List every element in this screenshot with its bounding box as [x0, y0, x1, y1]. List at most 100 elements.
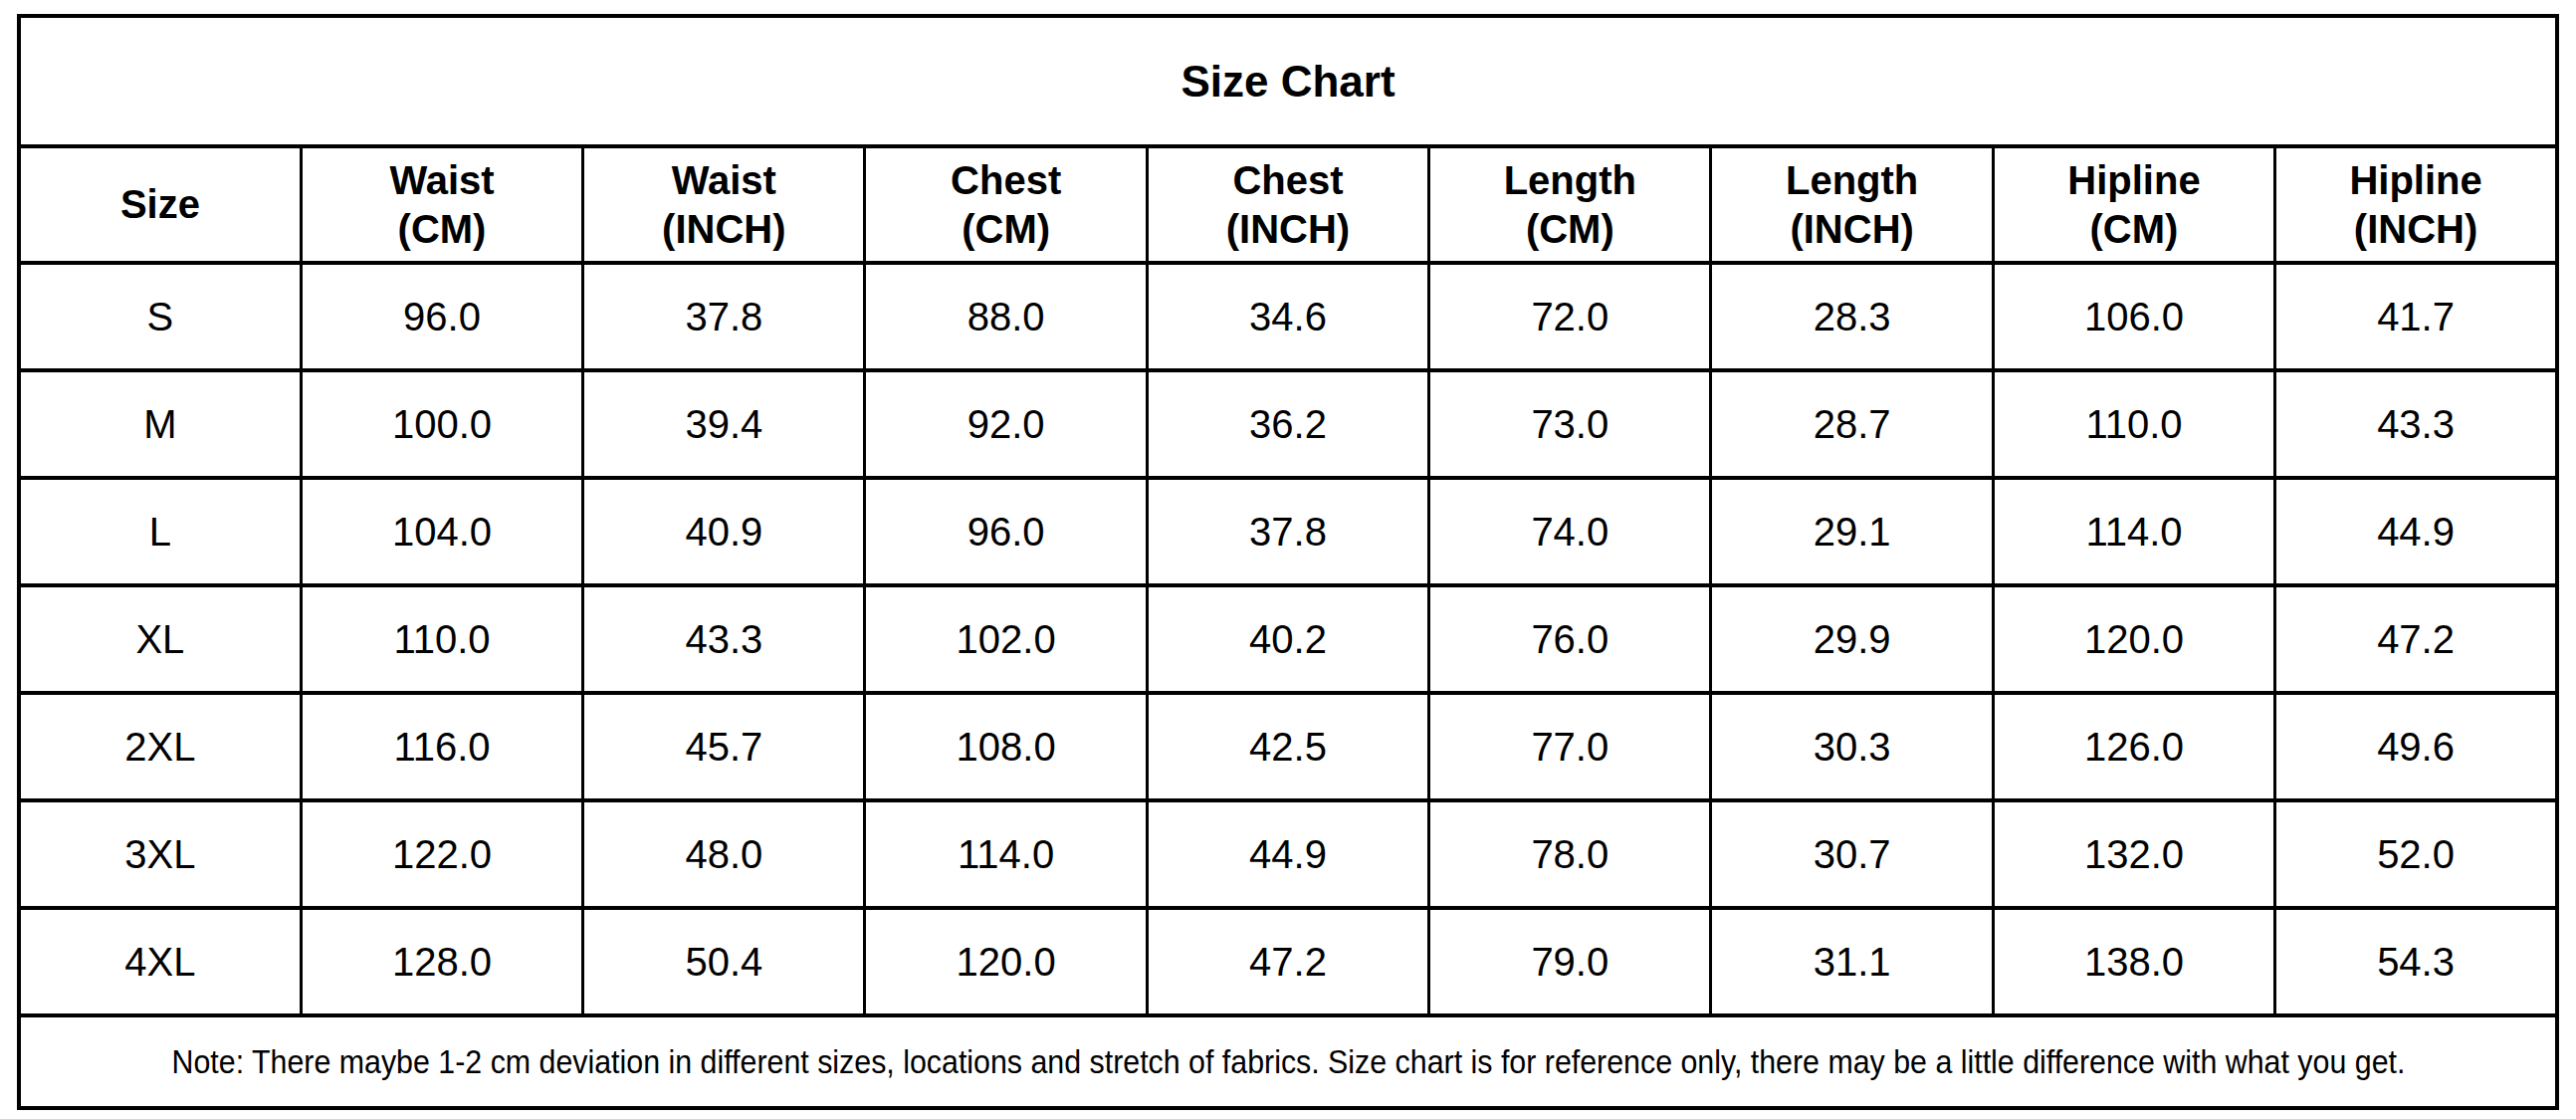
value-cell: 44.9 [1147, 800, 1428, 908]
value-cell: 106.0 [1993, 263, 2274, 370]
column-header-unit: (INCH) [2276, 205, 2555, 254]
size-cell: 4XL [19, 908, 301, 1015]
value-cell: 43.3 [2275, 370, 2557, 478]
title-row: Size Chart [19, 16, 2557, 146]
value-cell: 47.2 [2275, 585, 2557, 693]
value-cell: 132.0 [1993, 800, 2274, 908]
table-title: Size Chart [19, 16, 2557, 146]
value-cell: 78.0 [1429, 800, 1711, 908]
value-cell: 29.1 [1711, 478, 1993, 585]
value-cell: 52.0 [2275, 800, 2557, 908]
value-cell: 36.2 [1147, 370, 1428, 478]
value-cell: 39.4 [583, 370, 865, 478]
column-header-unit: (CM) [866, 205, 1145, 254]
value-cell: 28.3 [1711, 263, 1993, 370]
value-cell: 44.9 [2275, 478, 2557, 585]
column-header-unit: (INCH) [1149, 205, 1427, 254]
column-header-waist-inch: Waist (INCH) [583, 146, 865, 263]
table-row-s: S 96.0 37.8 88.0 34.6 72.0 28.3 106.0 41… [19, 263, 2557, 370]
header-row: Size Waist (CM) Waist (INCH) Chest (CM) … [19, 146, 2557, 263]
note-text: Note: There maybe 1-2 cm deviation in di… [171, 1043, 2405, 1081]
value-cell: 122.0 [301, 800, 582, 908]
column-header-unit: (INCH) [584, 205, 863, 254]
table-row-m: M 100.0 39.4 92.0 36.2 73.0 28.7 110.0 4… [19, 370, 2557, 478]
value-cell: 102.0 [865, 585, 1147, 693]
value-cell: 74.0 [1429, 478, 1711, 585]
column-header-label: Hipline [1995, 156, 2273, 205]
size-cell: 2XL [19, 693, 301, 800]
column-header-length-cm: Length (CM) [1429, 146, 1711, 263]
column-header-waist-cm: Waist (CM) [301, 146, 582, 263]
table-row-4xl: 4XL 128.0 50.4 120.0 47.2 79.0 31.1 138.… [19, 908, 2557, 1015]
value-cell: 40.2 [1147, 585, 1428, 693]
size-cell: M [19, 370, 301, 478]
value-cell: 30.3 [1711, 693, 1993, 800]
value-cell: 114.0 [1993, 478, 2274, 585]
value-cell: 100.0 [301, 370, 582, 478]
value-cell: 110.0 [1993, 370, 2274, 478]
value-cell: 126.0 [1993, 693, 2274, 800]
value-cell: 128.0 [301, 908, 582, 1015]
value-cell: 120.0 [865, 908, 1147, 1015]
value-cell: 34.6 [1147, 263, 1428, 370]
column-header-label: Waist [584, 156, 863, 205]
value-cell: 40.9 [583, 478, 865, 585]
value-cell: 96.0 [301, 263, 582, 370]
value-cell: 29.9 [1711, 585, 1993, 693]
value-cell: 37.8 [1147, 478, 1428, 585]
column-header-label: Length [1430, 156, 1709, 205]
column-header-unit: (CM) [303, 205, 581, 254]
column-header-size: Size [19, 146, 301, 263]
value-cell: 50.4 [583, 908, 865, 1015]
size-chart-table: Size Chart Size Waist (CM) Waist (INCH) … [17, 14, 2559, 1110]
size-cell: L [19, 478, 301, 585]
value-cell: 28.7 [1711, 370, 1993, 478]
value-cell: 110.0 [301, 585, 582, 693]
value-cell: 108.0 [865, 693, 1147, 800]
value-cell: 116.0 [301, 693, 582, 800]
column-header-label: Waist [303, 156, 581, 205]
value-cell: 73.0 [1429, 370, 1711, 478]
column-header-label: Size [21, 180, 300, 229]
column-header-unit: (CM) [1995, 205, 2273, 254]
value-cell: 76.0 [1429, 585, 1711, 693]
value-cell: 43.3 [583, 585, 865, 693]
value-cell: 92.0 [865, 370, 1147, 478]
table-note: Note: There maybe 1-2 cm deviation in di… [19, 1015, 2557, 1108]
value-cell: 96.0 [865, 478, 1147, 585]
value-cell: 31.1 [1711, 908, 1993, 1015]
column-header-hipline-inch: Hipline (INCH) [2275, 146, 2557, 263]
value-cell: 30.7 [1711, 800, 1993, 908]
value-cell: 114.0 [865, 800, 1147, 908]
size-cell: S [19, 263, 301, 370]
column-header-length-inch: Length (INCH) [1711, 146, 1993, 263]
column-header-label: Hipline [2276, 156, 2555, 205]
value-cell: 49.6 [2275, 693, 2557, 800]
column-header-label: Chest [866, 156, 1145, 205]
value-cell: 54.3 [2275, 908, 2557, 1015]
value-cell: 72.0 [1429, 263, 1711, 370]
column-header-chest-cm: Chest (CM) [865, 146, 1147, 263]
value-cell: 41.7 [2275, 263, 2557, 370]
value-cell: 37.8 [583, 263, 865, 370]
size-cell: XL [19, 585, 301, 693]
value-cell: 138.0 [1993, 908, 2274, 1015]
note-row: Note: There maybe 1-2 cm deviation in di… [19, 1015, 2557, 1108]
column-header-chest-inch: Chest (INCH) [1147, 146, 1428, 263]
value-cell: 48.0 [583, 800, 865, 908]
value-cell: 104.0 [301, 478, 582, 585]
value-cell: 42.5 [1147, 693, 1428, 800]
table-row-l: L 104.0 40.9 96.0 37.8 74.0 29.1 114.0 4… [19, 478, 2557, 585]
table-row-2xl: 2XL 116.0 45.7 108.0 42.5 77.0 30.3 126.… [19, 693, 2557, 800]
size-cell: 3XL [19, 800, 301, 908]
table-row-xl: XL 110.0 43.3 102.0 40.2 76.0 29.9 120.0… [19, 585, 2557, 693]
value-cell: 79.0 [1429, 908, 1711, 1015]
column-header-unit: (CM) [1430, 205, 1709, 254]
column-header-unit: (INCH) [1712, 205, 1991, 254]
table-row-3xl: 3XL 122.0 48.0 114.0 44.9 78.0 30.7 132.… [19, 800, 2557, 908]
column-header-label: Chest [1149, 156, 1427, 205]
value-cell: 45.7 [583, 693, 865, 800]
value-cell: 47.2 [1147, 908, 1428, 1015]
value-cell: 88.0 [865, 263, 1147, 370]
column-header-hipline-cm: Hipline (CM) [1993, 146, 2274, 263]
